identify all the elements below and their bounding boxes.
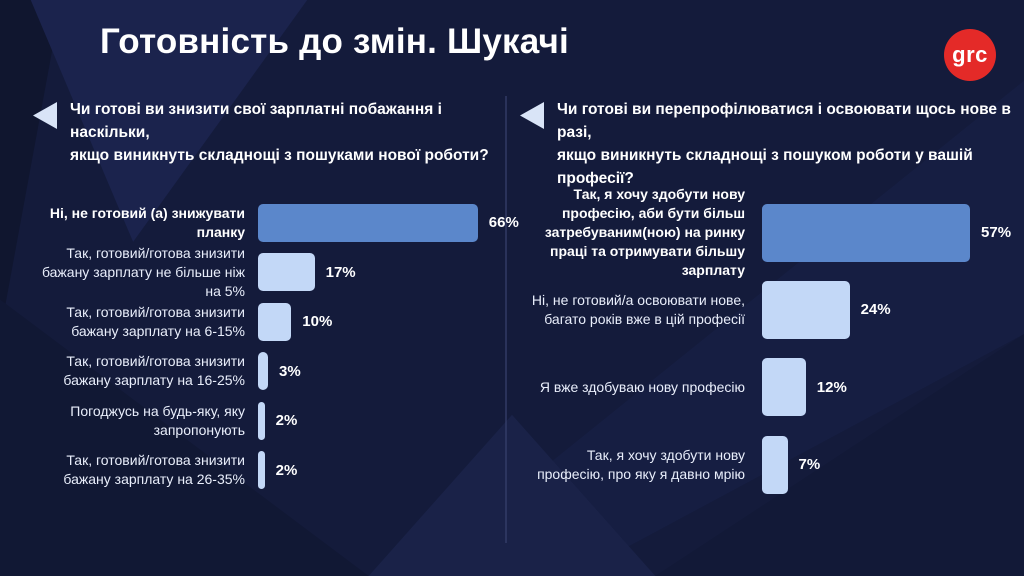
category-label: Так, я хочу здобути нову професію, аби б…	[544, 186, 745, 279]
chart-row: Так, готовий/готова знизити бажану зарпл…	[33, 245, 519, 299]
category-label: Я вже здобуваю нову професію	[539, 378, 745, 395]
question-block-salary: Чи готові ви знизити свої зарплатні поба…	[33, 98, 495, 167]
panel-divider	[505, 96, 507, 543]
arrow-left-icon	[33, 102, 57, 129]
bar	[258, 203, 478, 242]
question-text: Чи готові ви знизити свої зарплатні поба…	[70, 101, 489, 164]
bar	[258, 302, 292, 341]
chart-row: Так, готовий/готова знизити бажану зарпл…	[33, 347, 519, 397]
chart-row: Я вже здобуваю нову професію 12%	[520, 349, 1011, 426]
bar	[258, 253, 315, 292]
bar-chart-reskilling: Так, я хочу здобути нову професію, аби б…	[520, 186, 1012, 503]
value-label: 66%	[488, 214, 519, 232]
category-label: Так, готовий/готова знизити бажану зарпл…	[66, 303, 245, 339]
page-title: Готовність до змін. Шукачі	[100, 22, 569, 61]
value-label: 12%	[816, 378, 847, 396]
chart-row: Погоджусь на будь-яку, яку запропонують 2…	[33, 396, 519, 446]
bar	[762, 435, 788, 494]
value-label: 10%	[302, 313, 333, 331]
value-label: 57%	[981, 224, 1012, 242]
chart-row: Так, готовий/готова знизити бажану зарпл…	[33, 446, 519, 496]
bar	[258, 401, 265, 440]
chart-row: Так, готовий/готова знизити бажану зарпл…	[33, 297, 519, 347]
bar	[762, 280, 850, 339]
category-label: Так, готовий/готова знизити бажану зарпл…	[63, 452, 245, 488]
value-label: 17%	[325, 263, 356, 281]
bar	[762, 358, 806, 417]
bar	[258, 451, 265, 490]
question-block-reskill: Чи готові ви перепрофілюватися і освоюва…	[520, 98, 1012, 190]
category-label: Так, готовий/готова знизити бажану зарпл…	[41, 244, 245, 299]
category-label: Так, я хочу здобути нову професію, про я…	[537, 446, 745, 482]
value-label: 7%	[798, 456, 821, 474]
grc-logo-text: grc	[952, 42, 988, 67]
value-label: 2%	[275, 412, 298, 430]
category-label: Ні, не готовий/а освоювати нове, багато …	[531, 291, 745, 327]
bar-chart-salary-reduction: Ні, не готовий (а) знижувати планку 66% Та…	[33, 198, 519, 495]
category-label: Погоджусь на будь-яку, яку запропонують	[70, 402, 245, 438]
question-text: Чи готові ви перепрофілюватися і освоюва…	[557, 101, 1011, 187]
chart-row: Так, я хочу здобути нову професію, про я…	[520, 426, 1011, 503]
chart-row: Так, я хочу здобути нову професію, аби б…	[520, 186, 1012, 278]
arrow-left-icon	[520, 102, 544, 129]
bar	[258, 352, 268, 391]
bar	[762, 203, 971, 262]
category-label: Ні, не готовий (а) знижувати планку	[49, 204, 245, 240]
value-label: 3%	[278, 362, 301, 380]
category-label: Так, готовий/готова знизити бажану зарпл…	[63, 353, 245, 389]
value-label: 24%	[860, 301, 891, 319]
chart-row: Ні, не готовий/а освоювати нове, багато …	[520, 271, 1011, 348]
value-label: 2%	[275, 461, 298, 479]
chart-row: Ні, не готовий (а) знижувати планку 66%	[33, 198, 519, 248]
grc-logo: grc	[944, 29, 996, 81]
